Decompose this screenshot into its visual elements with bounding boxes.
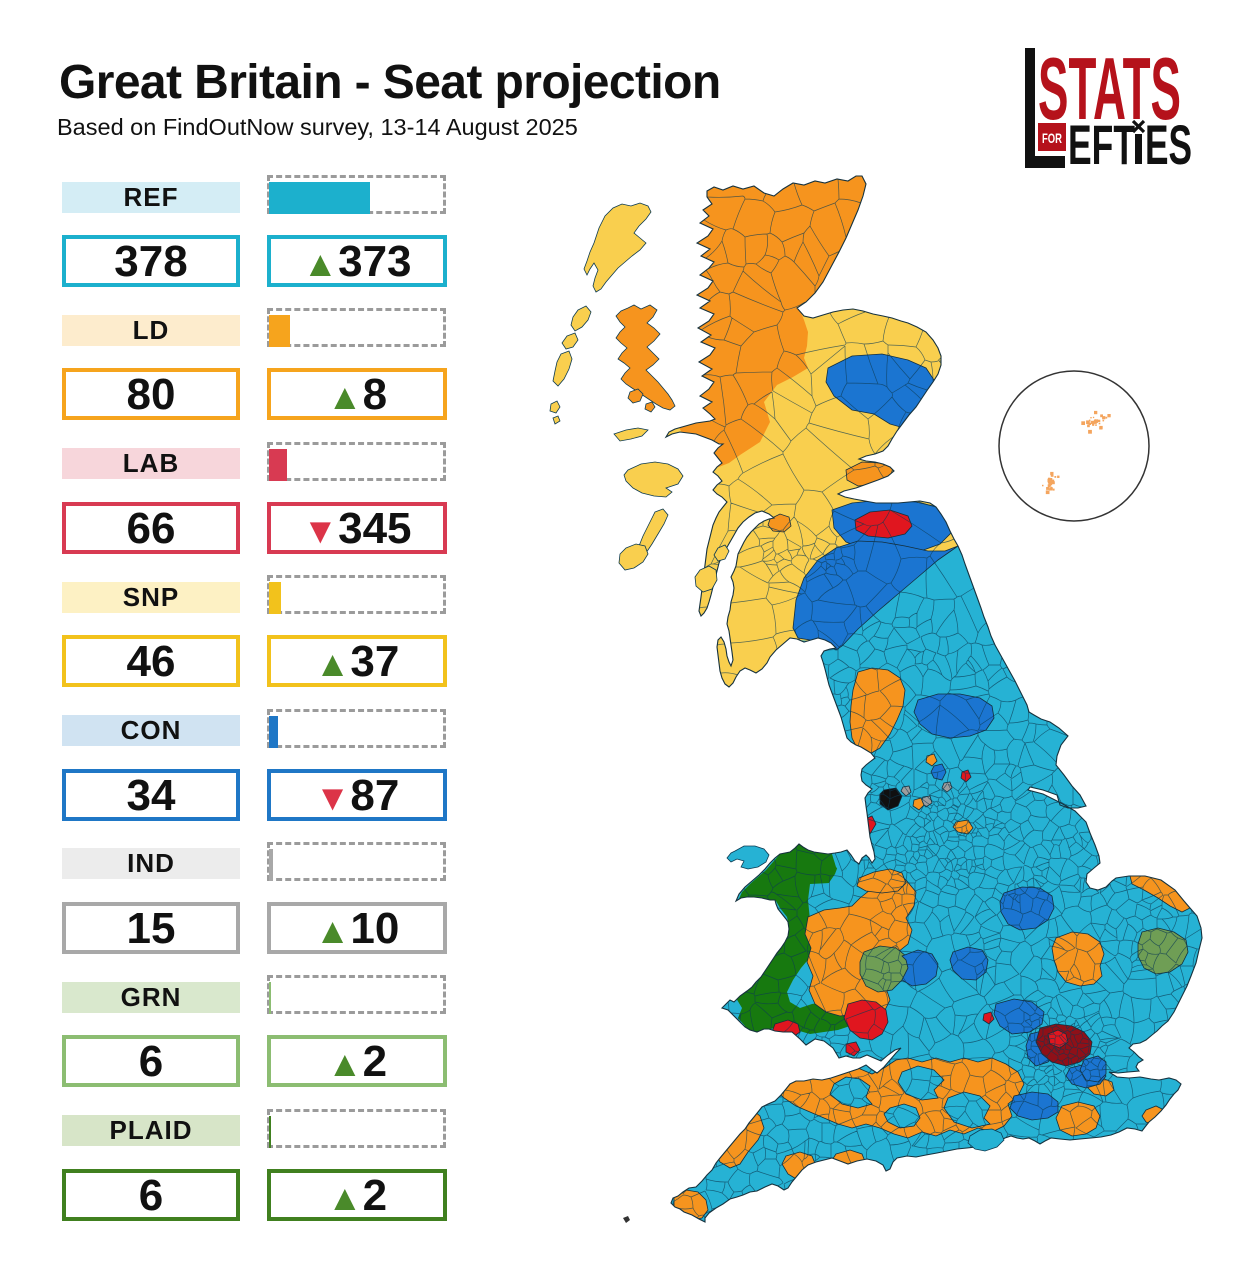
svg-text:ES: ES bbox=[1145, 113, 1192, 170]
svg-text:FOR: FOR bbox=[1042, 130, 1062, 146]
svg-text:STATS: STATS bbox=[1038, 46, 1181, 138]
svg-text:EFT: EFT bbox=[1068, 113, 1135, 170]
